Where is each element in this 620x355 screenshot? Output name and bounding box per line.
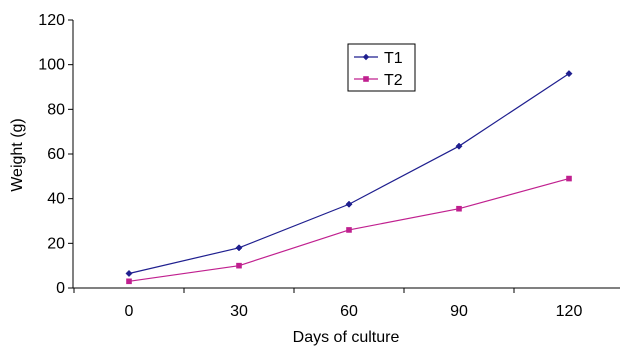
data-point bbox=[346, 227, 352, 233]
y-axis-title: Weight (g) bbox=[9, 118, 26, 192]
data-point bbox=[345, 200, 353, 208]
series-line bbox=[128, 73, 570, 275]
x-axis-title: Days of culture bbox=[293, 329, 400, 346]
data-point bbox=[565, 70, 573, 78]
x-tick-label: 60 bbox=[340, 303, 358, 320]
y-tick-label: 120 bbox=[38, 12, 65, 29]
legend-label: T2 bbox=[384, 72, 403, 89]
data-point bbox=[235, 244, 243, 252]
series-layer bbox=[125, 70, 573, 285]
y-tick-label: 100 bbox=[38, 57, 65, 74]
legend-item-T1: T1 bbox=[354, 50, 403, 67]
data-point bbox=[126, 278, 132, 285]
y-tick-label: 0 bbox=[56, 280, 65, 297]
data-point bbox=[566, 175, 572, 182]
y-tick-label: 20 bbox=[47, 235, 65, 252]
x-tick-label: 90 bbox=[450, 303, 468, 320]
legend-item-T2: T2 bbox=[354, 72, 403, 89]
x-tick-label: 0 bbox=[125, 303, 134, 320]
legend-marker bbox=[362, 53, 370, 61]
y-tick-label: 40 bbox=[47, 191, 65, 208]
series-T2 bbox=[126, 175, 572, 285]
y-tick-label: 60 bbox=[47, 146, 65, 163]
data-point bbox=[455, 142, 463, 150]
data-point bbox=[236, 262, 242, 269]
legend-label: T1 bbox=[384, 50, 403, 67]
legend-marker bbox=[363, 76, 369, 82]
data-point bbox=[125, 269, 133, 278]
axes: 0 20 40 60 80 100 120 0 30 60 90 120 bbox=[38, 12, 620, 320]
legend-box bbox=[347, 43, 416, 92]
data-point bbox=[456, 205, 462, 212]
series-T1 bbox=[125, 70, 573, 278]
x-tick-label: 120 bbox=[556, 303, 583, 320]
x-tick-label: 30 bbox=[230, 303, 248, 320]
y-tick-label: 80 bbox=[47, 101, 65, 118]
